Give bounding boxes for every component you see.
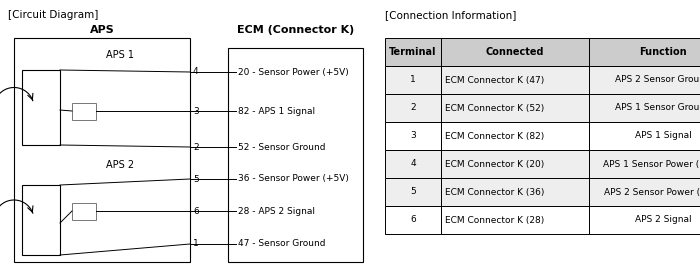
Text: APS 1 Signal: APS 1 Signal bbox=[635, 132, 692, 141]
Text: ECM Connector K (52): ECM Connector K (52) bbox=[445, 104, 545, 113]
Text: [Connection Information]: [Connection Information] bbox=[385, 10, 517, 20]
Text: 47 - Sensor Ground: 47 - Sensor Ground bbox=[238, 239, 326, 249]
Bar bbox=[589, 150, 700, 178]
Text: 3: 3 bbox=[193, 107, 199, 116]
Text: 36 - Sensor Power (+5V): 36 - Sensor Power (+5V) bbox=[238, 175, 349, 184]
Text: ECM (Connector K): ECM (Connector K) bbox=[237, 25, 354, 35]
Bar bbox=[385, 94, 441, 122]
Bar bbox=[385, 178, 441, 206]
Text: 5: 5 bbox=[410, 187, 416, 196]
Bar bbox=[441, 66, 589, 94]
Bar bbox=[441, 178, 589, 206]
Bar bbox=[589, 122, 700, 150]
Text: APS 2 Sensor Ground: APS 2 Sensor Ground bbox=[615, 76, 700, 84]
Text: APS: APS bbox=[90, 25, 114, 35]
Bar bbox=[14, 38, 190, 262]
Bar bbox=[441, 94, 589, 122]
Text: ECM Connector K (36): ECM Connector K (36) bbox=[445, 187, 545, 196]
Bar bbox=[385, 150, 441, 178]
Text: 52 - Sensor Ground: 52 - Sensor Ground bbox=[238, 142, 326, 152]
Text: 82 - APS 1 Signal: 82 - APS 1 Signal bbox=[238, 107, 315, 116]
Text: 2: 2 bbox=[193, 142, 199, 152]
Text: APS 2 Signal: APS 2 Signal bbox=[635, 215, 692, 224]
Text: 4: 4 bbox=[193, 67, 199, 76]
Text: ECM Connector K (28): ECM Connector K (28) bbox=[445, 215, 545, 224]
Text: 1: 1 bbox=[410, 76, 416, 84]
Text: ECM Connector K (47): ECM Connector K (47) bbox=[445, 76, 545, 84]
Text: APS 2 Sensor Power (+5V): APS 2 Sensor Power (+5V) bbox=[603, 187, 700, 196]
Text: APS 1 Sensor Ground: APS 1 Sensor Ground bbox=[615, 104, 700, 113]
Text: 6: 6 bbox=[193, 207, 199, 215]
Text: APS 1 Sensor Power (+5V): APS 1 Sensor Power (+5V) bbox=[603, 159, 700, 169]
Text: 4: 4 bbox=[410, 159, 416, 169]
Bar bbox=[72, 203, 96, 220]
Bar bbox=[441, 38, 589, 66]
Text: Function: Function bbox=[639, 47, 687, 57]
Bar bbox=[589, 66, 700, 94]
Bar bbox=[589, 38, 700, 66]
Text: 20 - Sensor Power (+5V): 20 - Sensor Power (+5V) bbox=[238, 67, 349, 76]
Text: APS 1: APS 1 bbox=[106, 50, 134, 60]
Bar bbox=[589, 94, 700, 122]
Bar bbox=[72, 103, 96, 120]
Bar bbox=[228, 48, 363, 262]
Text: 3: 3 bbox=[410, 132, 416, 141]
Bar bbox=[22, 70, 60, 145]
Text: 5: 5 bbox=[193, 175, 199, 184]
Bar bbox=[385, 38, 441, 66]
Text: 6: 6 bbox=[410, 215, 416, 224]
Bar bbox=[589, 178, 700, 206]
Text: ECM Connector K (20): ECM Connector K (20) bbox=[445, 159, 545, 169]
Bar bbox=[385, 122, 441, 150]
Bar bbox=[441, 206, 589, 234]
Text: ECM Connector K (82): ECM Connector K (82) bbox=[445, 132, 545, 141]
Bar bbox=[385, 66, 441, 94]
Text: 2: 2 bbox=[410, 104, 416, 113]
Text: Terminal: Terminal bbox=[389, 47, 437, 57]
Text: 1: 1 bbox=[193, 239, 199, 249]
Bar bbox=[441, 122, 589, 150]
Text: APS 2: APS 2 bbox=[106, 160, 134, 170]
Text: [Circuit Diagram]: [Circuit Diagram] bbox=[8, 10, 99, 20]
Bar bbox=[589, 206, 700, 234]
Text: 28 - APS 2 Signal: 28 - APS 2 Signal bbox=[238, 207, 315, 215]
Bar bbox=[441, 150, 589, 178]
Text: Connected: Connected bbox=[486, 47, 545, 57]
Bar bbox=[22, 185, 60, 255]
Bar bbox=[385, 206, 441, 234]
